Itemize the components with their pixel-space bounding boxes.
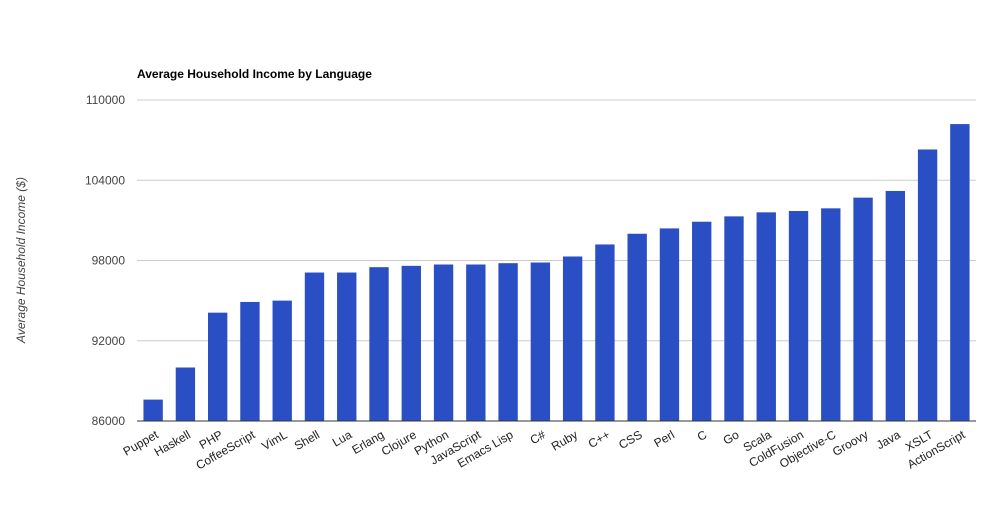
bar [692, 221, 712, 421]
bar [756, 212, 776, 421]
x-tick-label: Ruby [549, 427, 580, 453]
x-tick-label: Java [874, 427, 903, 452]
bar [885, 190, 906, 421]
bar [821, 208, 841, 421]
chart-title: Average Household Income by Language [137, 67, 372, 81]
y-tick-label: 110000 [86, 93, 125, 107]
bar [853, 197, 873, 421]
bar [950, 124, 970, 421]
bar [466, 264, 486, 421]
bar [304, 272, 325, 421]
bar [369, 267, 389, 421]
x-tick-label: C++ [586, 427, 613, 450]
x-tick-label: C [695, 427, 710, 444]
y-axis-label: Average Household Income ($) [14, 177, 28, 344]
bar [530, 262, 551, 421]
x-tick-label: Groovy [830, 427, 871, 458]
x-tick-label: Shell [292, 427, 322, 452]
bar [401, 265, 421, 421]
bar [595, 244, 615, 421]
bar [143, 399, 163, 421]
x-tick-label: CSS [616, 427, 644, 451]
bar [788, 211, 809, 421]
x-tick-label: Perl [651, 427, 676, 450]
bar [659, 228, 680, 421]
bar [917, 149, 938, 422]
bar [562, 256, 583, 421]
bar [207, 312, 228, 421]
y-axis-ticks: 86000 92000 98000 104000 110000 [85, 93, 125, 428]
x-tick-label: Haskell [152, 427, 193, 459]
bar [627, 233, 647, 421]
y-tick-label: 92000 [92, 334, 126, 348]
x-tick-label: VimL [259, 427, 290, 453]
bars [143, 124, 970, 422]
bar [433, 264, 454, 421]
x-tick-label: Clojure [379, 427, 419, 458]
x-tick-label: Go [721, 427, 742, 447]
bar [498, 263, 518, 421]
gridlines [137, 99, 976, 422]
y-tick-label: 86000 [92, 414, 126, 428]
bar [175, 367, 196, 421]
x-tick-label: Erlang [349, 427, 386, 456]
bar [272, 300, 292, 421]
bar [724, 216, 744, 421]
bar [337, 272, 357, 421]
x-tick-label: C# [528, 427, 549, 447]
bar [240, 301, 260, 421]
y-tick-label: 104000 [85, 173, 125, 187]
y-tick-label: 98000 [92, 254, 126, 268]
